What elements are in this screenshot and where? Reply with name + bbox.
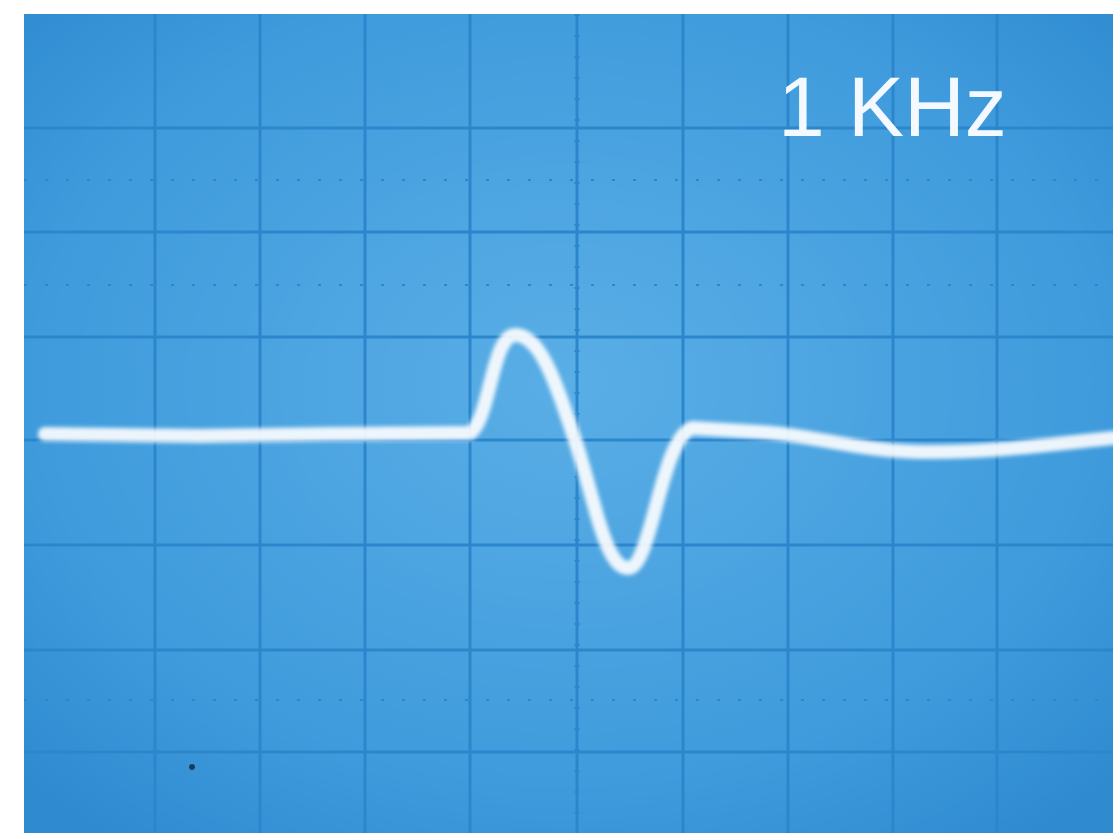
oscilloscope-photo: 1 KHz	[0, 0, 1113, 833]
dust-speck	[189, 764, 195, 770]
frequency-label: 1 KHz	[778, 60, 1007, 154]
